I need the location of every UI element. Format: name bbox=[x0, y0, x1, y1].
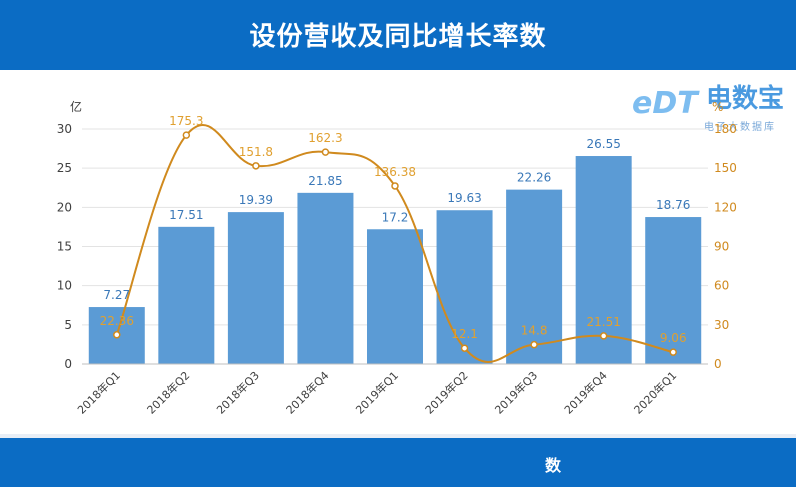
footer-bar bbox=[0, 438, 796, 487]
x-tick-label: 2019年Q2 bbox=[422, 368, 471, 417]
x-tick-label: 2018年Q1 bbox=[74, 368, 123, 417]
line-layer bbox=[113, 124, 677, 363]
bar-value-label: 19.39 bbox=[239, 193, 273, 207]
growth-point bbox=[530, 340, 538, 349]
y-left-tick-label: 5 bbox=[64, 318, 72, 332]
y-right-tick-label: 90 bbox=[714, 240, 729, 254]
growth-value-label: 175.3 bbox=[169, 114, 203, 128]
y-left-tick-label: 20 bbox=[57, 200, 72, 214]
bar-value-label: 17.51 bbox=[169, 208, 203, 222]
logo-name: 电数宝 bbox=[706, 84, 785, 114]
footer-text: 数 bbox=[545, 456, 562, 475]
growth-value-label: 151.8 bbox=[239, 145, 273, 159]
y-right-tick-label: 60 bbox=[714, 279, 729, 293]
bar bbox=[645, 217, 702, 364]
growth-point bbox=[669, 348, 677, 356]
logo: eDT 电数宝 电子大数据库 bbox=[628, 74, 790, 138]
header-bar bbox=[0, 0, 796, 70]
growth-point bbox=[599, 332, 608, 340]
chart-title: 设份营收及同比增长率数 bbox=[249, 22, 547, 52]
x-tick-label: 2019年Q1 bbox=[353, 368, 402, 417]
y-right-tick-label: 180 bbox=[714, 122, 737, 136]
y-right-tick-label: 30 bbox=[714, 318, 729, 332]
growth-point bbox=[391, 182, 399, 190]
y-right-tick-label: 0 bbox=[714, 357, 722, 371]
bar bbox=[436, 210, 493, 364]
y-left-tick-label: 0 bbox=[64, 357, 72, 371]
growth-point bbox=[460, 344, 469, 352]
y-right-tick-label: 120 bbox=[714, 200, 737, 214]
bar bbox=[227, 212, 284, 364]
growth-point bbox=[321, 148, 330, 156]
bar-value-label: 21.85 bbox=[308, 174, 342, 188]
bar-layer bbox=[88, 156, 702, 364]
bar bbox=[297, 192, 354, 364]
growth-value-label: 136.38 bbox=[374, 165, 416, 179]
growth-point bbox=[182, 131, 191, 139]
bar-value-label: 18.76 bbox=[656, 198, 690, 212]
bar bbox=[575, 156, 632, 364]
bar-value-label: 26.55 bbox=[586, 137, 620, 151]
y-left-tick-label: 15 bbox=[57, 240, 72, 254]
y-left-tick-label: 25 bbox=[57, 161, 72, 175]
y-left-unit: 亿 bbox=[70, 99, 82, 114]
footer-band bbox=[0, 434, 796, 440]
growth-point bbox=[252, 162, 260, 170]
label-layer: 7.27 17.51 19.39 21.85 17.2 19.63 22.26 26.55 18… bbox=[100, 114, 691, 345]
growth-value-label: 162.3 bbox=[308, 131, 342, 145]
logo-subtitle: 电子大数据库 bbox=[704, 122, 776, 133]
bar-value-label: 7.27 bbox=[103, 288, 130, 302]
growth-value-label: 22.36 bbox=[100, 314, 134, 328]
bar bbox=[158, 226, 215, 364]
bar-value-label: 17.2 bbox=[382, 210, 409, 224]
growth-value-label: 14.8 bbox=[521, 324, 548, 338]
x-tick-label: 2020年Q1 bbox=[631, 368, 680, 417]
growth-point bbox=[113, 331, 121, 339]
x-tick-label: 2018年Q3 bbox=[213, 368, 262, 417]
bar bbox=[367, 229, 423, 364]
bar bbox=[506, 189, 563, 364]
y-right-tick-label: 150 bbox=[714, 161, 737, 175]
growth-value-label: 12.1 bbox=[451, 327, 478, 341]
x-tick-label: 2018年Q2 bbox=[144, 368, 193, 417]
y-left-tick-label: 30 bbox=[57, 122, 72, 136]
x-tick-label: 2018年Q4 bbox=[283, 368, 332, 417]
y-right-unit: % bbox=[712, 100, 723, 114]
x-tick-label: 2019年Q4 bbox=[561, 368, 610, 417]
x-tick-label: 2019年Q3 bbox=[492, 368, 541, 417]
logo-mark: eDT bbox=[632, 86, 698, 121]
bar-value-label: 19.63 bbox=[447, 191, 481, 205]
y-left-tick-label: 10 bbox=[57, 279, 72, 293]
growth-value-label: 21.51 bbox=[586, 315, 620, 329]
growth-value-label: 9.06 bbox=[660, 331, 687, 345]
bar-value-label: 22.26 bbox=[517, 171, 551, 185]
